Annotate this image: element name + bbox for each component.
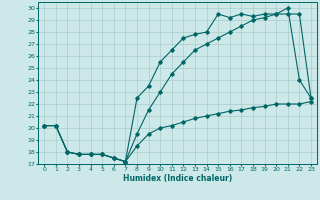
X-axis label: Humidex (Indice chaleur): Humidex (Indice chaleur) [123,174,232,183]
